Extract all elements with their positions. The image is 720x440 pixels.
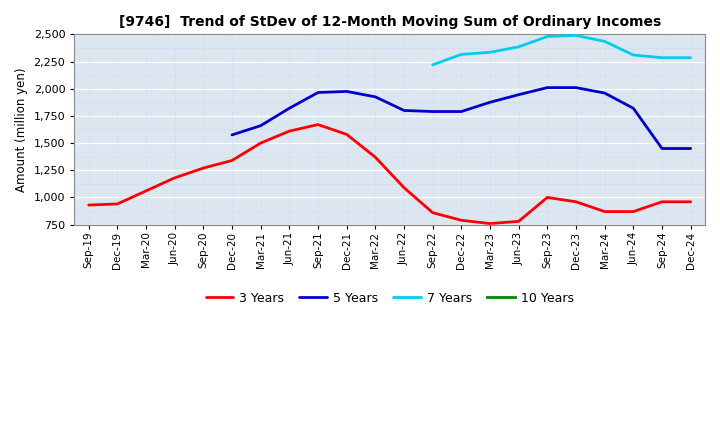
- 7 Years: [486, 50, 495, 55]
- 7 Years: [572, 33, 580, 38]
- 7 Years: [457, 52, 466, 57]
- 3 Years: [572, 199, 580, 205]
- 5 Years: [686, 146, 695, 151]
- 3 Years: [342, 132, 351, 137]
- 5 Years: [543, 85, 552, 90]
- 5 Years: [514, 92, 523, 97]
- 5 Years: [486, 99, 495, 105]
- 7 Years: [514, 44, 523, 49]
- 3 Years: [428, 210, 437, 215]
- Title: [9746]  Trend of StDev of 12-Month Moving Sum of Ordinary Incomes: [9746] Trend of StDev of 12-Month Moving…: [119, 15, 661, 29]
- 3 Years: [457, 218, 466, 223]
- 7 Years: [686, 55, 695, 60]
- 3 Years: [84, 202, 93, 208]
- Y-axis label: Amount (million yen): Amount (million yen): [15, 67, 28, 192]
- 5 Years: [342, 89, 351, 94]
- 5 Years: [400, 108, 408, 113]
- 3 Years: [285, 128, 294, 134]
- 5 Years: [629, 106, 638, 111]
- 3 Years: [657, 199, 666, 205]
- 3 Years: [228, 158, 236, 163]
- 5 Years: [600, 90, 609, 95]
- 5 Years: [572, 85, 580, 90]
- Line: 5 Years: 5 Years: [232, 88, 690, 149]
- 5 Years: [228, 132, 236, 138]
- 3 Years: [400, 185, 408, 190]
- 3 Years: [371, 154, 379, 160]
- 3 Years: [256, 140, 265, 146]
- 5 Years: [314, 90, 323, 95]
- 3 Years: [543, 195, 552, 200]
- Line: 3 Years: 3 Years: [89, 125, 690, 224]
- 7 Years: [600, 39, 609, 44]
- 3 Years: [142, 188, 150, 194]
- 7 Years: [657, 55, 666, 60]
- Legend: 3 Years, 5 Years, 7 Years, 10 Years: 3 Years, 5 Years, 7 Years, 10 Years: [201, 287, 579, 310]
- 3 Years: [514, 219, 523, 224]
- 7 Years: [629, 52, 638, 58]
- 5 Years: [428, 109, 437, 114]
- 5 Years: [285, 106, 294, 111]
- 5 Years: [371, 94, 379, 99]
- 5 Years: [256, 123, 265, 128]
- 5 Years: [657, 146, 666, 151]
- Line: 7 Years: 7 Years: [433, 36, 690, 65]
- 3 Years: [686, 199, 695, 205]
- 3 Years: [199, 165, 207, 171]
- 3 Years: [629, 209, 638, 214]
- 5 Years: [457, 109, 466, 114]
- 3 Years: [486, 221, 495, 226]
- 3 Years: [600, 209, 609, 214]
- 3 Years: [314, 122, 323, 127]
- 7 Years: [428, 62, 437, 67]
- 7 Years: [543, 34, 552, 39]
- 3 Years: [171, 175, 179, 180]
- 3 Years: [113, 202, 122, 207]
